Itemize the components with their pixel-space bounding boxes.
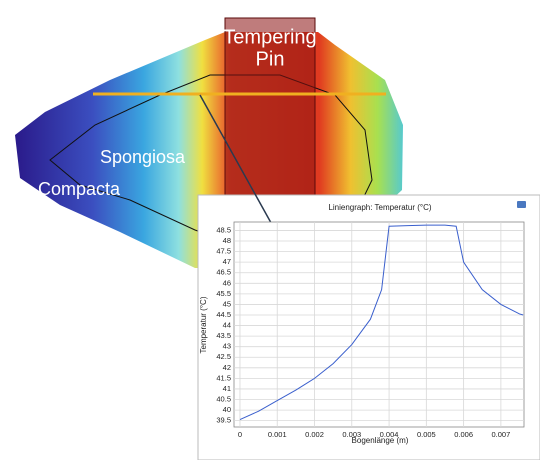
x-tick-label: 0 bbox=[238, 430, 242, 439]
y-tick-label: 48 bbox=[223, 236, 231, 245]
y-axis-label: Temperatur (°C) bbox=[199, 296, 208, 353]
panel-icon bbox=[517, 201, 526, 208]
x-tick-label: 0.003 bbox=[342, 430, 361, 439]
y-tick-label: 42 bbox=[223, 363, 231, 372]
x-tick-label: 0.004 bbox=[380, 430, 399, 439]
chart-title: Liniengraph: Temperatur (°C) bbox=[328, 203, 431, 212]
compacta-label: Compacta bbox=[38, 179, 121, 199]
spongiosa-label: Spongiosa bbox=[100, 147, 186, 167]
inner-outline bbox=[49, 74, 373, 251]
y-tick-label: 43 bbox=[223, 342, 231, 351]
x-tick-label: 0.007 bbox=[491, 430, 510, 439]
y-tick-label: 40 bbox=[223, 405, 231, 414]
x-axis-label: Bogenlänge (m) bbox=[352, 436, 409, 445]
y-tick-label: 39.5 bbox=[216, 416, 231, 425]
y-tick-label: 42.5 bbox=[216, 352, 231, 361]
y-tick-label: 41.5 bbox=[216, 373, 231, 382]
y-tick-label: 44.5 bbox=[216, 310, 231, 319]
pin-label: Tempering bbox=[223, 26, 316, 48]
y-tick-label: 46.5 bbox=[216, 268, 231, 277]
x-tick-label: 0.006 bbox=[454, 430, 473, 439]
x-tick-label: 0.002 bbox=[305, 430, 324, 439]
plot-area bbox=[233, 221, 525, 428]
y-tick-label: 45 bbox=[223, 299, 231, 308]
line-series bbox=[239, 224, 524, 421]
y-tick-label: 47.5 bbox=[216, 247, 231, 256]
x-tick-label: 0.005 bbox=[417, 430, 436, 439]
y-tick-label: 46 bbox=[223, 278, 231, 287]
y-tick-label: 48.5 bbox=[216, 225, 231, 234]
x-tick-label: 0.001 bbox=[268, 430, 287, 439]
y-tick-label: 47 bbox=[223, 257, 231, 266]
y-tick-label: 41 bbox=[223, 384, 231, 393]
y-tick-label: 45.5 bbox=[216, 289, 231, 298]
arrow bbox=[199, 94, 276, 231]
y-tick-label: 44 bbox=[223, 321, 231, 330]
y-tick-label: 40.5 bbox=[216, 395, 231, 404]
pin-label: Pin bbox=[256, 48, 285, 70]
y-tick-label: 43.5 bbox=[216, 331, 231, 340]
heatmap: Tempering Pin Spongiosa Compacta bbox=[15, 17, 403, 268]
